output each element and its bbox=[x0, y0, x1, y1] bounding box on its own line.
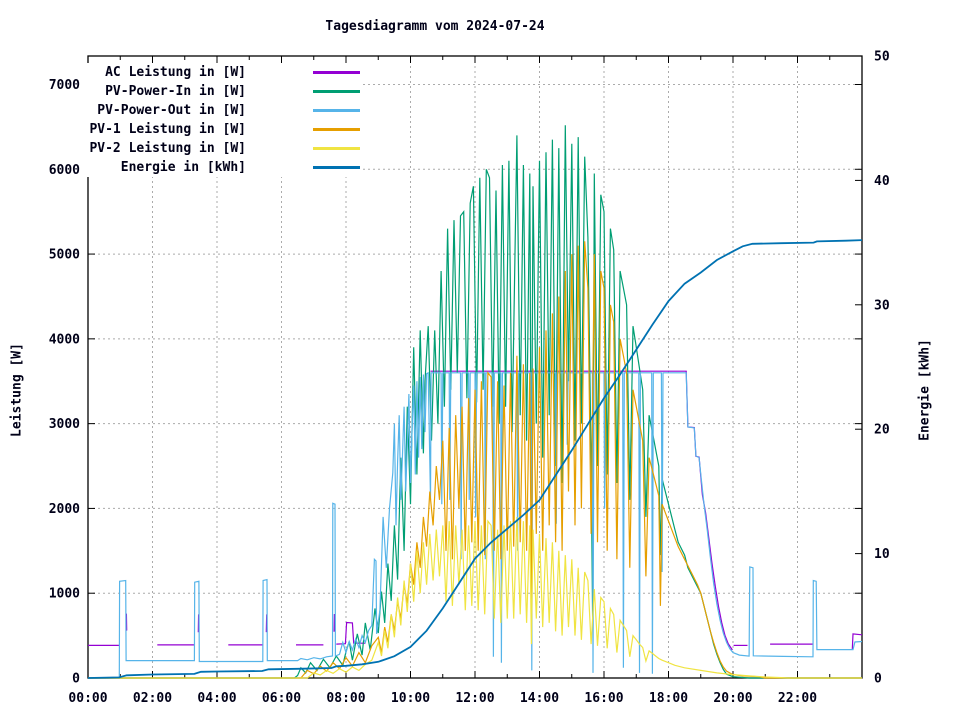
y-left-tick-label: 5000 bbox=[49, 248, 80, 263]
y-left-tick-label: 6000 bbox=[49, 163, 80, 178]
y-right-tick-label: 0 bbox=[874, 672, 882, 687]
chart-title: Tagesdiagramm vom 2024-07-24 bbox=[325, 19, 545, 34]
legend-swatch-ac-leistung bbox=[313, 71, 360, 74]
legend: AC Leistung in [W] PV-Power-In in [W] PV… bbox=[86, 63, 360, 177]
y-left-tick-label: 7000 bbox=[49, 78, 80, 93]
legend-label-ac-leistung: AC Leistung in [W] bbox=[105, 65, 246, 80]
legend-swatch-pv1-leistung bbox=[313, 128, 360, 131]
legend-label-pv2-leistung: PV-2 Leistung in [W] bbox=[89, 141, 246, 156]
x-tick-label: 06:00 bbox=[262, 691, 301, 706]
pv-power-out-line bbox=[88, 371, 863, 679]
legend-label-pv1-leistung: PV-1 Leistung in [W] bbox=[89, 122, 246, 137]
y-axis-label: Leistung [W] bbox=[9, 343, 25, 437]
legend-swatch-energie bbox=[313, 166, 360, 169]
energie-line bbox=[87, 239, 863, 679]
x-tick-label: 04:00 bbox=[197, 691, 236, 706]
y-right-tick-label: 10 bbox=[874, 547, 890, 562]
x-tick-label: 00:00 bbox=[68, 691, 107, 706]
y-left-tick-label: 1000 bbox=[49, 587, 80, 602]
legend-item-pv-power-out: PV-Power-Out in [W] bbox=[86, 101, 360, 120]
legend-label-energie: Energie in [kWh] bbox=[120, 160, 246, 175]
pv2-leistung-line bbox=[88, 516, 862, 679]
y-right-tick-label: 30 bbox=[874, 298, 890, 313]
x-tick-label: 22:00 bbox=[778, 691, 817, 706]
x-tick-label: 08:00 bbox=[326, 691, 365, 706]
x-tick-label: 16:00 bbox=[584, 691, 623, 706]
y-left-tick-label: 4000 bbox=[49, 332, 80, 347]
x-tick-label: 20:00 bbox=[713, 691, 752, 706]
y-right-tick-label: 40 bbox=[874, 174, 890, 189]
x-tick-label: 12:00 bbox=[455, 691, 494, 706]
legend-item-pv2-leistung: PV-2 Leistung in [W] bbox=[86, 139, 360, 158]
y-left-tick-label: 2000 bbox=[49, 502, 80, 517]
x-tick-label: 02:00 bbox=[133, 691, 172, 706]
legend-item-energie: Energie in [kWh] bbox=[86, 158, 360, 177]
legend-item-ac-leistung: AC Leistung in [W] bbox=[86, 63, 360, 82]
ac-leistung-line bbox=[333, 613, 336, 632]
x-tick-label: 10:00 bbox=[391, 691, 430, 706]
x-tick-label: 18:00 bbox=[649, 691, 688, 706]
legend-label-pv-power-out: PV-Power-Out in [W] bbox=[97, 103, 246, 118]
legend-item-pv1-leistung: PV-1 Leistung in [W] bbox=[86, 120, 360, 139]
legend-swatch-pv-power-out bbox=[313, 109, 360, 112]
y-left-tick-label: 3000 bbox=[49, 417, 80, 432]
legend-item-pv-power-in: PV-Power-In in [W] bbox=[86, 82, 360, 101]
legend-swatch-pv2-leistung bbox=[313, 147, 360, 150]
y-right-tick-label: 50 bbox=[874, 50, 890, 65]
legend-swatch-pv-power-in bbox=[313, 90, 360, 93]
legend-label-pv-power-in: PV-Power-In in [W] bbox=[105, 84, 246, 99]
x-tick-label: 14:00 bbox=[520, 691, 559, 706]
ac-leistung-line bbox=[851, 633, 863, 650]
y-right-tick-label: 20 bbox=[874, 423, 890, 438]
y-left-tick-label: 0 bbox=[72, 672, 80, 687]
y2-axis-label: Energie [kWh] bbox=[917, 339, 933, 441]
